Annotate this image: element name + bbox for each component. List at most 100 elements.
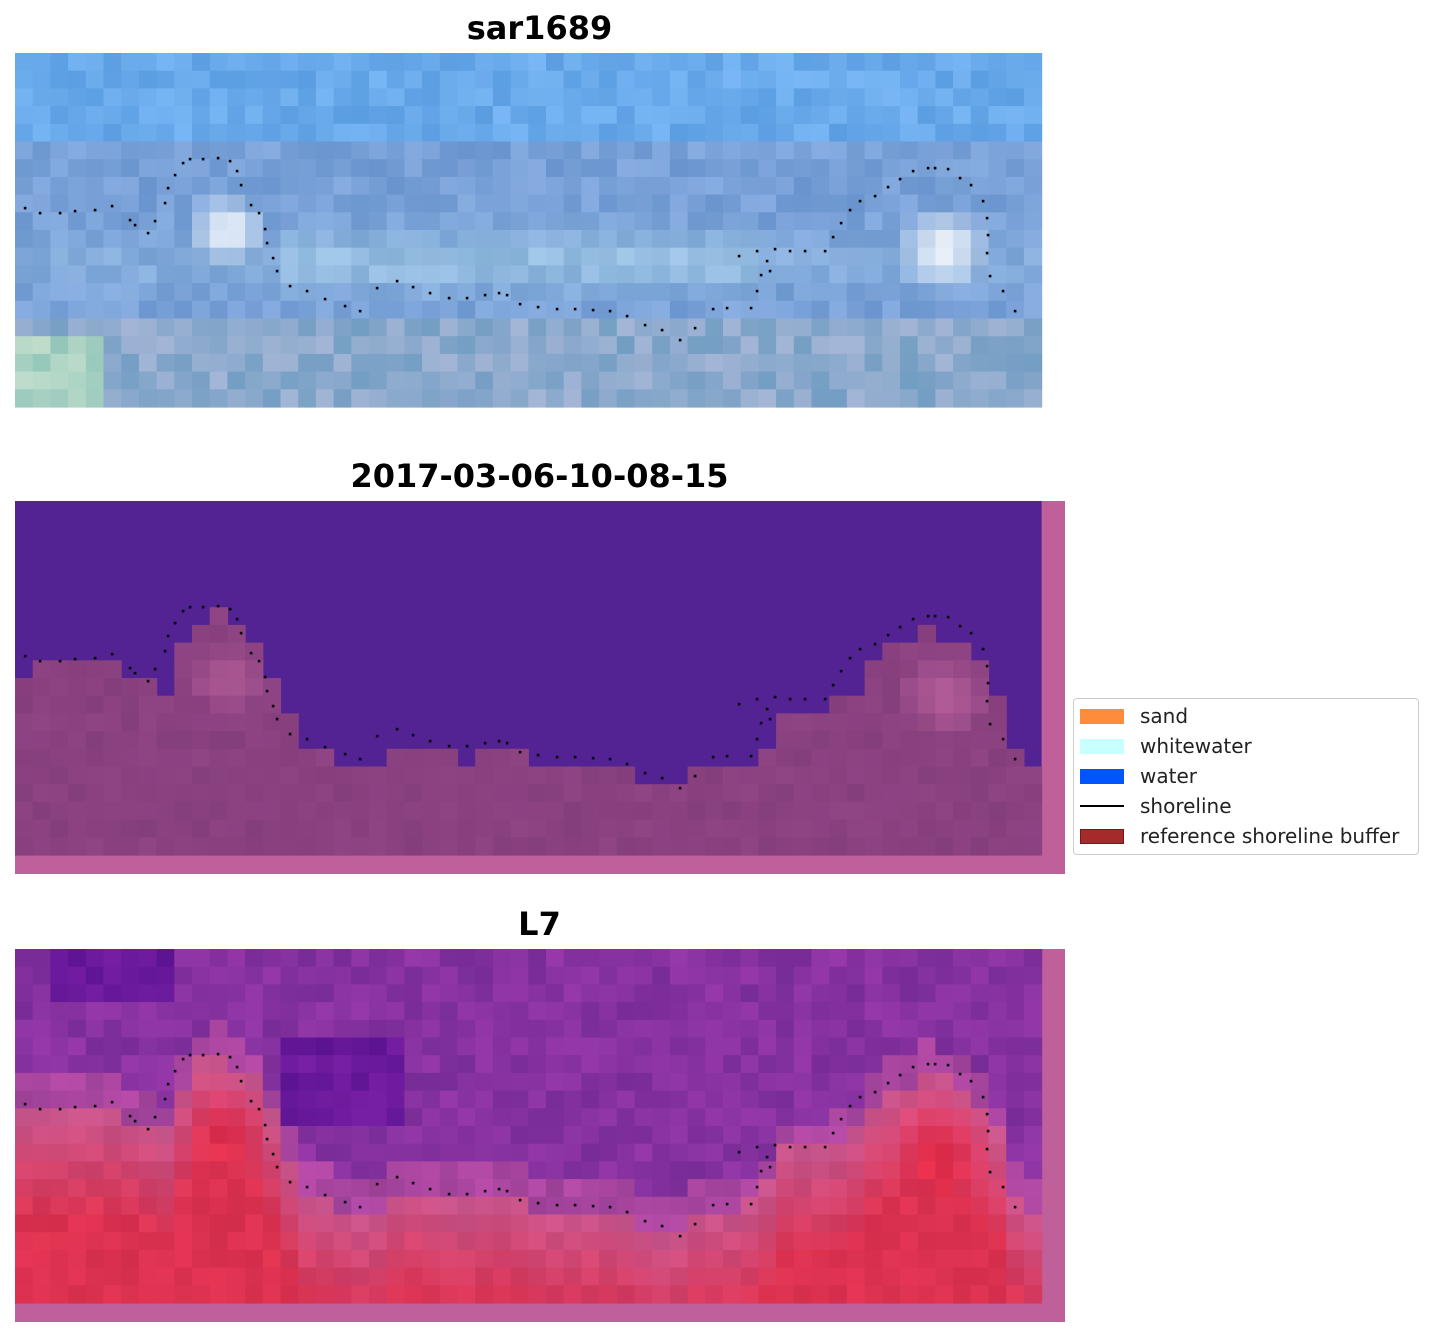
- index-pixel: [652, 1214, 671, 1233]
- index-pixel: [439, 1108, 459, 1127]
- image-pixel: [846, 389, 866, 408]
- image-pixel: [740, 230, 759, 249]
- image-pixel: [262, 176, 282, 196]
- image-pixel: [138, 353, 158, 373]
- image-pixel: [50, 88, 69, 107]
- index-pixel: [793, 1214, 813, 1233]
- land-pixel: [457, 801, 476, 821]
- index-pixel: [315, 1090, 335, 1109]
- index-pixel: [404, 1214, 423, 1233]
- index-pixel: [422, 966, 441, 985]
- image-pixel: [422, 300, 441, 320]
- image-pixel: [988, 159, 1007, 178]
- image-pixel: [846, 141, 866, 160]
- image-pixel: [900, 159, 919, 178]
- image-pixel: [227, 230, 246, 249]
- index-pixel: [652, 1002, 671, 1021]
- land-pixel: [174, 731, 193, 750]
- image-pixel: [652, 300, 671, 320]
- shoreline-point: [465, 296, 469, 300]
- shoreline-point: [755, 1145, 759, 1149]
- shoreline-point: [831, 683, 835, 687]
- index-pixel: [988, 1179, 1007, 1198]
- land-pixel: [970, 695, 990, 714]
- image-pixel: [404, 194, 423, 213]
- image-pixel: [953, 283, 972, 302]
- land-pixel: [262, 766, 282, 785]
- image-pixel: [758, 389, 777, 408]
- index-pixel: [953, 1037, 972, 1056]
- image-pixel: [15, 353, 34, 373]
- index-pixel: [616, 1214, 636, 1233]
- index-pixel: [935, 966, 954, 985]
- index-pixel: [245, 1037, 264, 1056]
- index-pixel: [174, 1126, 193, 1145]
- shoreline-point: [755, 1185, 759, 1189]
- shoreline-point: [505, 741, 509, 745]
- index-pixel: [970, 1126, 990, 1145]
- image-pixel: [953, 176, 972, 196]
- index-pixel: [192, 1267, 211, 1286]
- index-pixel: [970, 1055, 990, 1074]
- shoreline-point: [946, 1063, 950, 1067]
- index-pixel: [227, 1143, 246, 1162]
- image-pixel: [563, 159, 582, 178]
- image-pixel: [138, 88, 158, 107]
- image-pixel: [32, 123, 51, 143]
- image-pixel: [156, 389, 175, 408]
- image-pixel: [422, 336, 441, 355]
- land-pixel: [528, 784, 547, 803]
- index-pixel: [740, 984, 759, 1003]
- index-pixel: [652, 1285, 671, 1304]
- image-pixel: [492, 212, 512, 231]
- image-pixel: [227, 194, 246, 213]
- shoreline-point: [73, 657, 77, 661]
- image-pixel: [917, 123, 936, 143]
- index-pixel: [245, 1285, 264, 1304]
- index-pixel: [262, 1072, 282, 1092]
- image-pixel: [280, 230, 299, 249]
- shoreline-point: [375, 1182, 379, 1186]
- index-pixel: [546, 1108, 565, 1127]
- index-pixel: [85, 966, 105, 985]
- image-pixel: [740, 265, 759, 284]
- index-pixel: [846, 1267, 866, 1286]
- index-pixel: [953, 1126, 972, 1145]
- index-pixel: [581, 1214, 600, 1233]
- image-pixel: [599, 247, 618, 266]
- land-pixel: [776, 819, 795, 838]
- image-pixel: [262, 88, 282, 107]
- index-pixel: [829, 1143, 848, 1162]
- index-pixel: [422, 1249, 441, 1269]
- land-pixel: [227, 695, 246, 714]
- index-pixel: [174, 984, 193, 1003]
- image-pixel: [846, 247, 866, 266]
- index-pixel: [776, 1126, 795, 1145]
- land-pixel: [15, 695, 34, 714]
- index-pixel: [687, 1285, 706, 1304]
- shoreline-point: [643, 1219, 647, 1223]
- index-pixel: [652, 949, 671, 968]
- index-pixel: [121, 1090, 140, 1109]
- shoreline-point: [985, 664, 989, 668]
- image-pixel: [1023, 88, 1043, 107]
- land-pixel: [935, 801, 954, 821]
- index-pixel: [776, 1161, 795, 1180]
- shoreline-point: [969, 1079, 973, 1083]
- index-pixel: [864, 1090, 883, 1109]
- index-pixel: [298, 1108, 317, 1127]
- image-pixel: [315, 212, 335, 231]
- land-pixel: [953, 801, 972, 821]
- index-pixel: [669, 984, 689, 1003]
- index-pixel: [15, 1249, 34, 1269]
- image-pixel: [528, 88, 547, 107]
- image-pixel: [138, 141, 158, 160]
- index-pixel: [280, 1232, 299, 1251]
- image-pixel: [280, 389, 299, 408]
- land-pixel: [262, 801, 282, 821]
- index-pixel: [280, 1161, 299, 1180]
- index-pixel: [616, 966, 636, 985]
- index-pixel: [1023, 1037, 1043, 1056]
- image-pixel: [227, 300, 246, 320]
- legend: sand whitewater water shoreline referenc…: [1073, 698, 1419, 855]
